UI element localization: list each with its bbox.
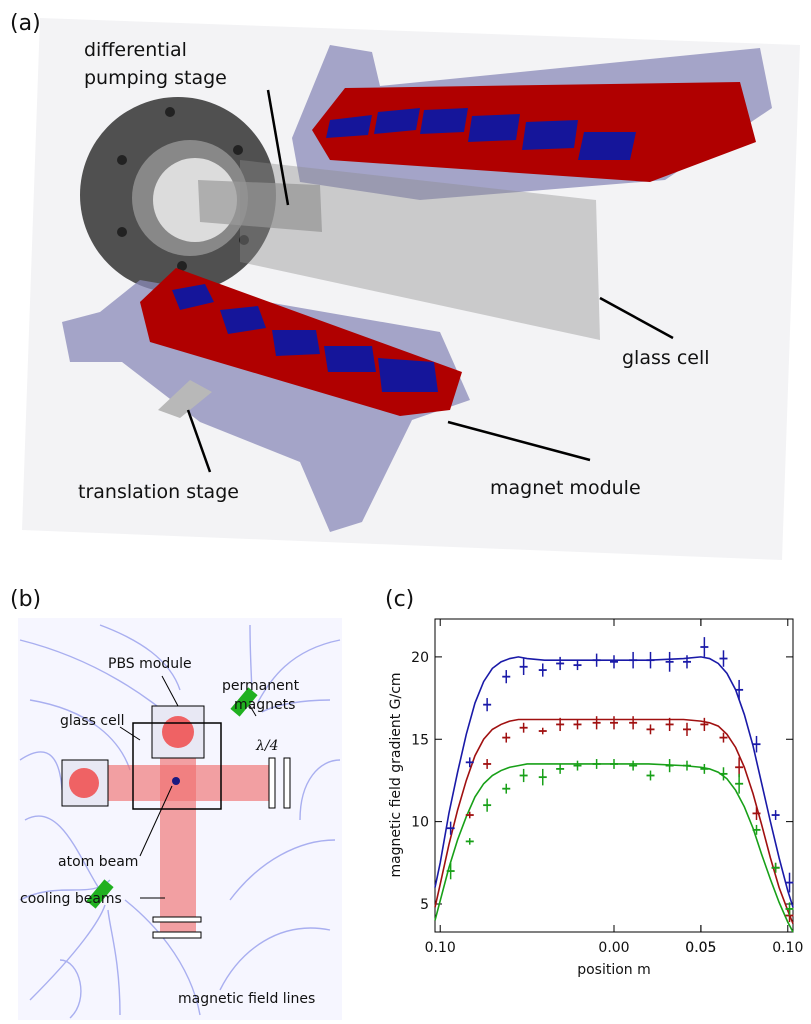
fit-line <box>435 719 793 923</box>
annotation: differential <box>84 39 187 61</box>
atom-beam <box>172 777 180 785</box>
annotation: pumping stage <box>84 67 227 89</box>
y-tick-label: 15 <box>411 732 429 748</box>
panel-label: (a) <box>10 11 41 36</box>
annotation: PBS module <box>108 656 192 672</box>
panel-a: (a) differential pumping stage glass cel… <box>10 11 800 560</box>
waveplate <box>269 758 275 808</box>
panel-label: (b) <box>10 587 41 612</box>
x-tick-label: 0.00 <box>598 940 629 956</box>
mirror <box>284 758 290 808</box>
mirror <box>153 932 201 938</box>
x-tick-label: 0.10 <box>772 940 803 956</box>
panel-b: (b) PBS module permanent magnets glass c… <box>10 587 342 1020</box>
y-axis-title: magnetic field gradient G/cm <box>388 672 404 877</box>
annotation: glass cell <box>622 347 710 369</box>
x-tick-label: 0.05 <box>685 940 716 956</box>
figure: (a) differential pumping stage glass cel… <box>0 0 811 1024</box>
annotation: permanent <box>222 678 300 694</box>
y-tick-label: 20 <box>411 650 429 666</box>
x-axis-title: position m <box>577 962 651 978</box>
beam-spot <box>69 768 99 798</box>
annotation: λ/4 <box>255 738 279 754</box>
annotation: atom beam <box>58 854 138 870</box>
x-tick-label: 0.10 <box>425 940 456 956</box>
annotation: translation stage <box>78 481 239 503</box>
panel-label: (c) <box>385 587 414 612</box>
beam-spot <box>162 716 194 748</box>
annotation: magnets <box>234 697 295 713</box>
waveplate <box>153 917 201 922</box>
annotation: cooling beams <box>20 891 122 907</box>
y-tick-label: 5 <box>420 897 429 913</box>
panel-c: (c) position m magnetic field gradient G… <box>385 587 803 978</box>
annotation: magnetic field lines <box>178 991 315 1007</box>
y-tick-label: 10 <box>411 815 429 831</box>
annotation: magnet module <box>490 477 641 499</box>
annotation: glass cell <box>60 713 124 729</box>
